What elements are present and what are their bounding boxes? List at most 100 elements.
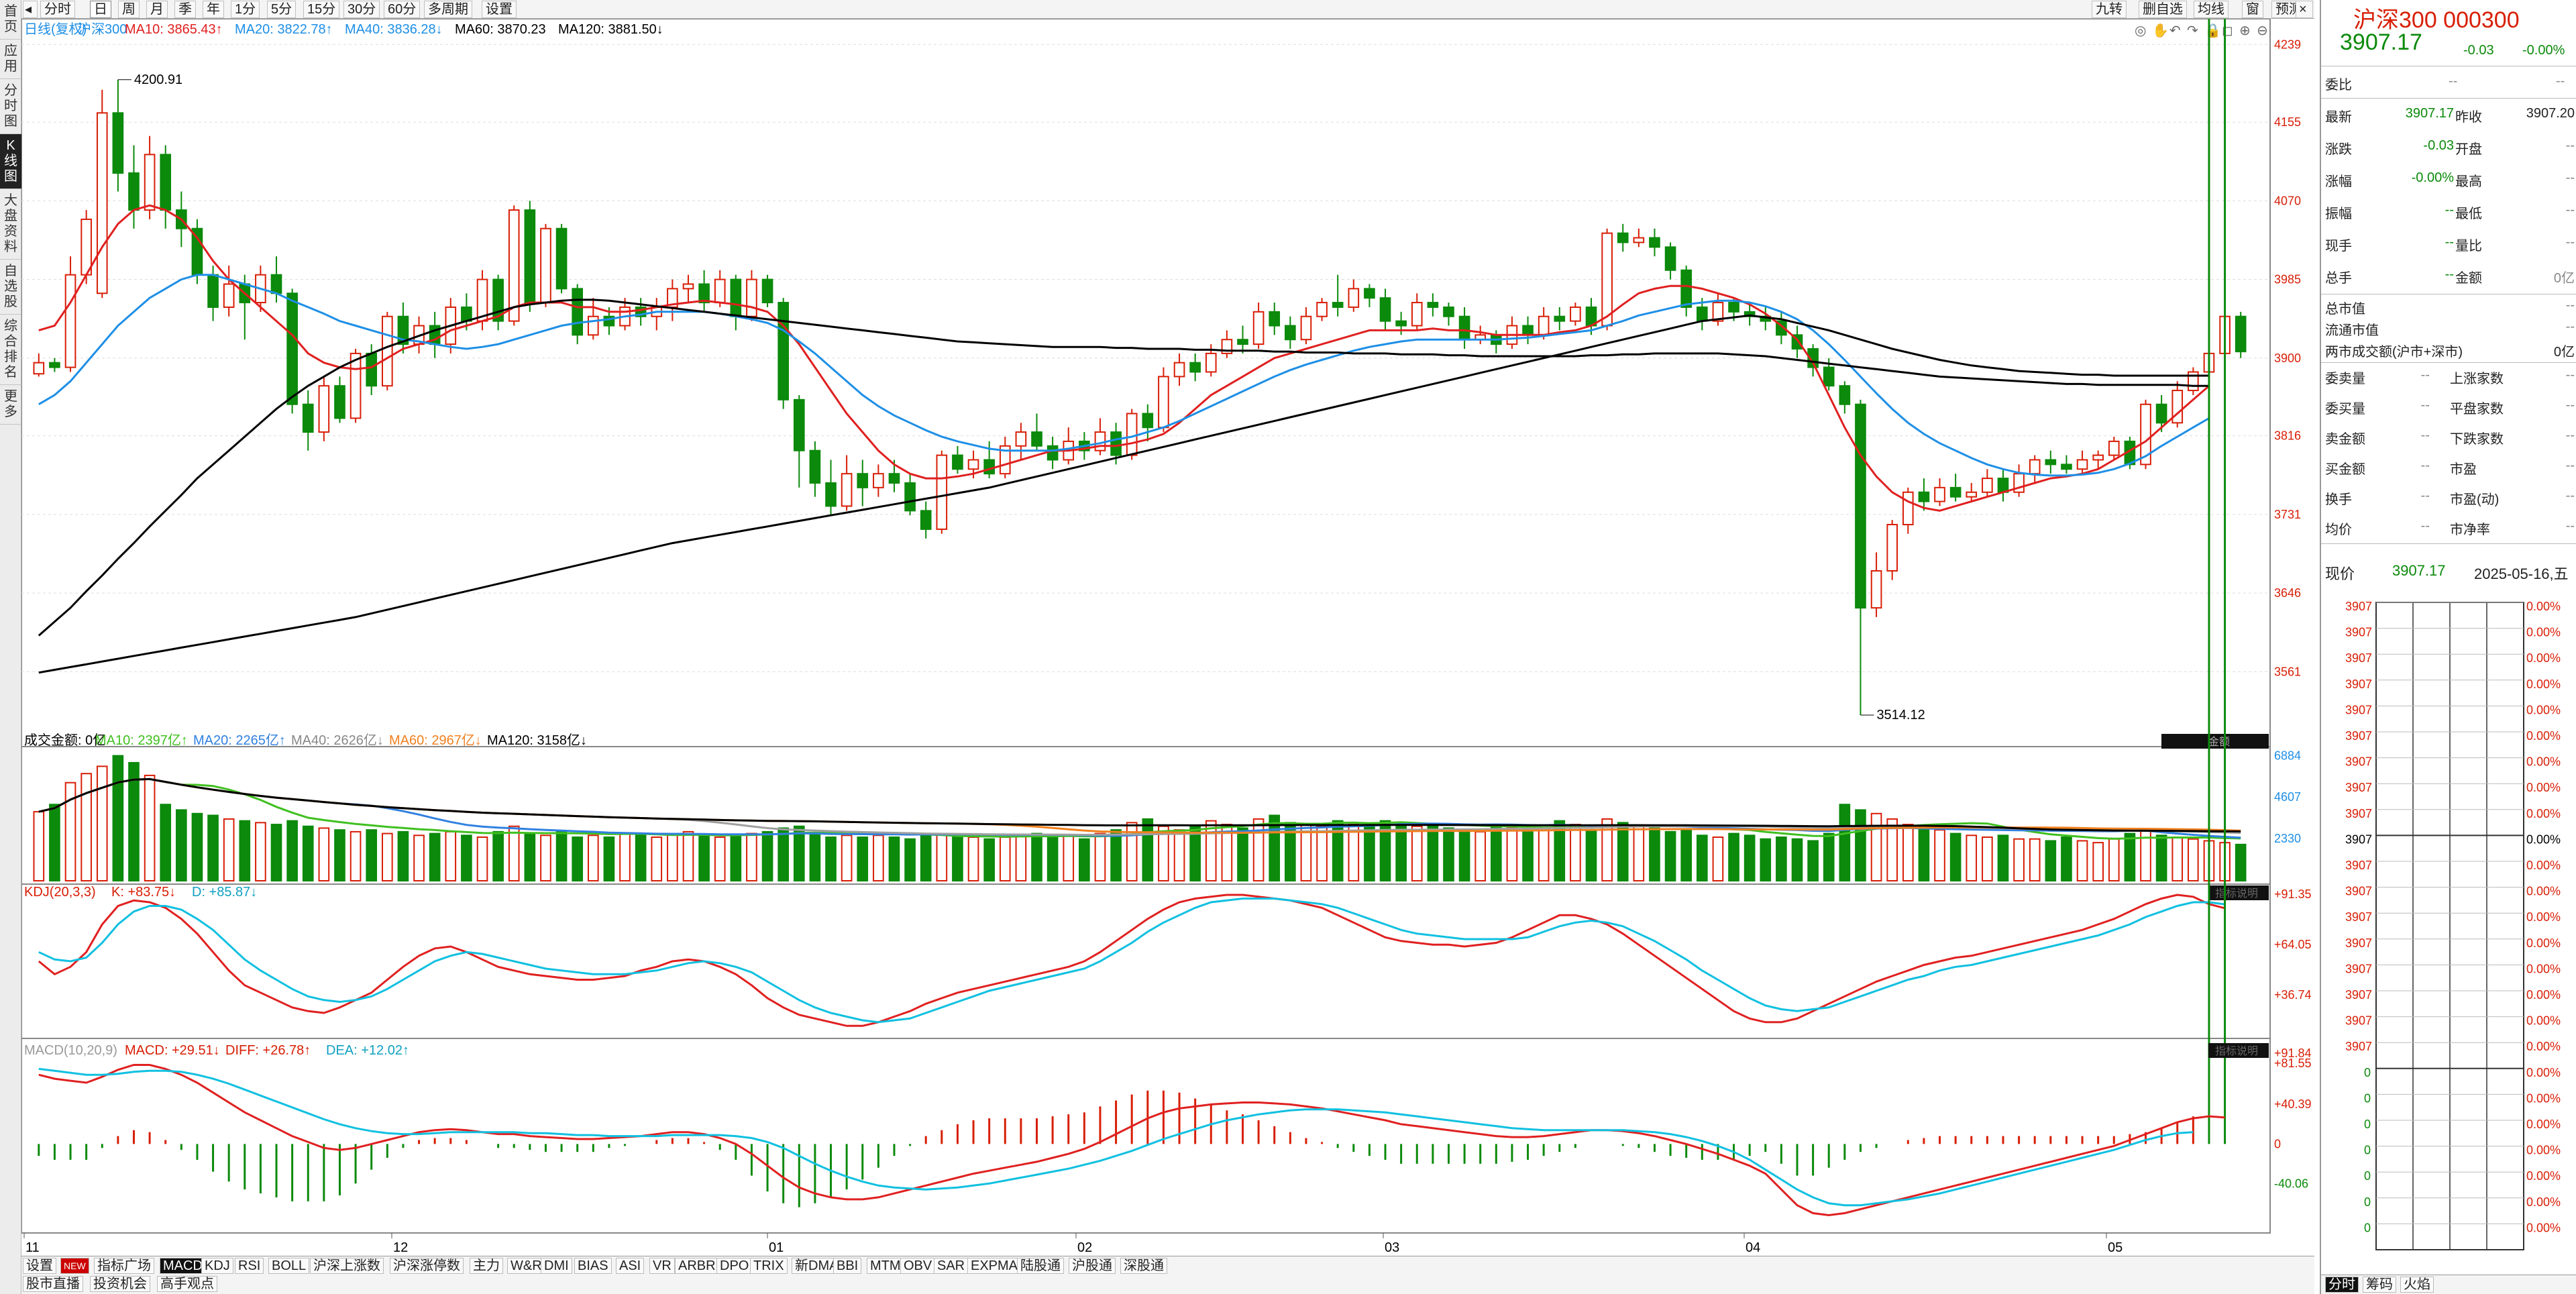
indicator-tab[interactable]: BIAS	[574, 1258, 612, 1274]
cap-value: 0亿	[2553, 345, 2575, 360]
volume-bar	[1743, 834, 1756, 881]
volume-bar	[603, 837, 615, 881]
candle-body	[682, 283, 694, 290]
left-nav-item[interactable]: 大盘资料	[0, 189, 21, 260]
volume-bar	[1173, 829, 1185, 881]
volume-bar	[112, 755, 124, 882]
volume-bar	[540, 834, 551, 881]
indicator-tab[interactable]: 设置	[23, 1258, 56, 1274]
indicator-tab[interactable]: RSI	[235, 1258, 264, 1274]
indicator-tab[interactable]: ASI	[616, 1258, 645, 1274]
tick-grid-price: 3907	[2345, 729, 2372, 743]
left-nav-item[interactable]: 综合排名	[0, 315, 21, 385]
indicator-tab[interactable]: 沪股通	[1069, 1258, 1116, 1274]
vol-header-item: 成交金额: 0亿	[24, 733, 106, 748]
candle-body	[1443, 306, 1454, 317]
top-right-button[interactable]: 删自选	[2139, 1, 2187, 18]
candle-body	[555, 227, 568, 290]
content-tab[interactable]: 股市直播	[23, 1276, 83, 1292]
left-nav-item[interactable]: 分时图	[0, 79, 21, 134]
period-tab[interactable]: 1分	[231, 1, 260, 18]
volume-bar	[651, 837, 663, 881]
indicator-tab[interactable]: 指标广场	[94, 1258, 154, 1274]
indicator-tab[interactable]: ARBR	[675, 1258, 719, 1274]
period-tab[interactable]: 周	[118, 1, 140, 18]
indicator-tab[interactable]: 陆股通	[1017, 1258, 1064, 1274]
stat-value: --	[2565, 428, 2575, 443]
period-tab[interactable]: 月	[146, 1, 168, 18]
macd-y-label: 0	[2274, 1137, 2281, 1150]
indicator-tab[interactable]: EXPMA	[967, 1258, 1022, 1274]
indicator-tab[interactable]: TRIX	[750, 1258, 788, 1274]
indicator-tab[interactable]: W&R	[507, 1258, 545, 1274]
indicator-tab[interactable]: MACD	[160, 1258, 206, 1274]
period-tab[interactable]: 5分	[267, 1, 297, 18]
volume-bar	[96, 765, 108, 881]
indicator-tab[interactable]: 沪深上涨数	[310, 1258, 384, 1274]
period-tab[interactable]: 多周期	[424, 1, 472, 18]
volume-bar	[1966, 834, 1978, 881]
period-tab[interactable]: 分时	[40, 1, 75, 18]
tick-grid-pct: 0.00%	[2526, 1195, 2561, 1209]
candle-body	[1458, 315, 1470, 341]
left-nav-item[interactable]: K线图	[0, 134, 21, 189]
candle-body	[936, 454, 948, 530]
period-tab[interactable]: 60分	[384, 1, 421, 18]
volume-bar	[2171, 837, 2184, 881]
volume-bar	[1728, 832, 1739, 882]
close-icon[interactable]: ×	[2296, 1, 2313, 18]
kdj-header-item: KDJ(20,3,3)	[24, 885, 96, 900]
volume-bar	[397, 830, 409, 881]
indicator-tab[interactable]: NEW	[60, 1258, 89, 1274]
weibi-value: --	[2449, 74, 2458, 89]
volume-bar	[413, 834, 425, 881]
indicator-tab[interactable]: BOLL	[268, 1258, 310, 1274]
content-tab[interactable]: 高手观点	[157, 1276, 217, 1292]
cap-label: 流通市值	[2325, 323, 2379, 338]
volume-bar	[2188, 838, 2199, 882]
volume-bar	[1031, 832, 1042, 882]
volume-bar	[1237, 827, 1248, 882]
y-tick-label: 4070	[2274, 194, 2301, 207]
candle-body	[1949, 486, 1962, 498]
period-tab[interactable]: 季	[174, 1, 196, 18]
quote-value: --	[2445, 235, 2454, 250]
period-tab[interactable]: 日	[90, 1, 111, 18]
indicator-tab[interactable]: KDJ	[201, 1258, 233, 1274]
left-nav-item[interactable]: 自选股	[0, 260, 21, 315]
period-tab[interactable]: 15分	[303, 1, 340, 18]
quote-tab[interactable]: 火焰	[2400, 1277, 2434, 1293]
indicator-tab[interactable]: SAR	[934, 1258, 969, 1274]
top-right-button[interactable]: 均线	[2194, 1, 2229, 18]
left-nav-item[interactable]: 首页	[0, 0, 21, 40]
period-tab[interactable]: 30分	[343, 1, 380, 18]
indicator-tab[interactable]: MTM	[867, 1258, 904, 1274]
top-right-button[interactable]: 九转	[2092, 1, 2127, 18]
volume-bar	[2092, 842, 2104, 881]
indicator-tab[interactable]: 深股通	[1120, 1258, 1167, 1274]
indicator-tab[interactable]: 沪深涨停数	[390, 1258, 464, 1274]
indicator-tab[interactable]: 主力	[470, 1258, 503, 1274]
indicator-tab[interactable]: OBV	[900, 1258, 936, 1274]
candle-body	[1966, 491, 1978, 498]
quote-tab[interactable]: 分时	[2325, 1277, 2359, 1293]
volume-bar	[1015, 834, 1027, 881]
period-tab[interactable]: 设置	[482, 1, 517, 18]
volume-bar	[761, 830, 773, 881]
indicator-tab[interactable]: VR	[649, 1258, 675, 1274]
nav-back-icon[interactable]: ◂	[23, 1, 38, 18]
macd-badge-label: 指标说明	[2215, 1045, 2258, 1057]
period-tab[interactable]: 年	[203, 1, 224, 18]
quote-tab[interactable]: 筹码	[2363, 1277, 2396, 1293]
volume-bar	[1601, 818, 1613, 881]
content-tab[interactable]: 投资机会	[90, 1276, 150, 1292]
indicator-tab[interactable]: DPO	[716, 1258, 753, 1274]
left-nav-item[interactable]: 更多	[0, 385, 21, 425]
volume-bar	[2029, 838, 2041, 882]
candle-body	[983, 459, 995, 475]
indicator-tab[interactable]: BBI	[833, 1258, 862, 1274]
top-right-button[interactable]: 窗	[2242, 1, 2263, 18]
left-nav-item[interactable]: 应用	[0, 40, 21, 79]
indicator-tab[interactable]: DMI	[541, 1258, 572, 1274]
kline-chart-area[interactable]: 4239 4155 4070 3985 3900 3816 3731 3646 3561 4200…	[21, 19, 2314, 1261]
